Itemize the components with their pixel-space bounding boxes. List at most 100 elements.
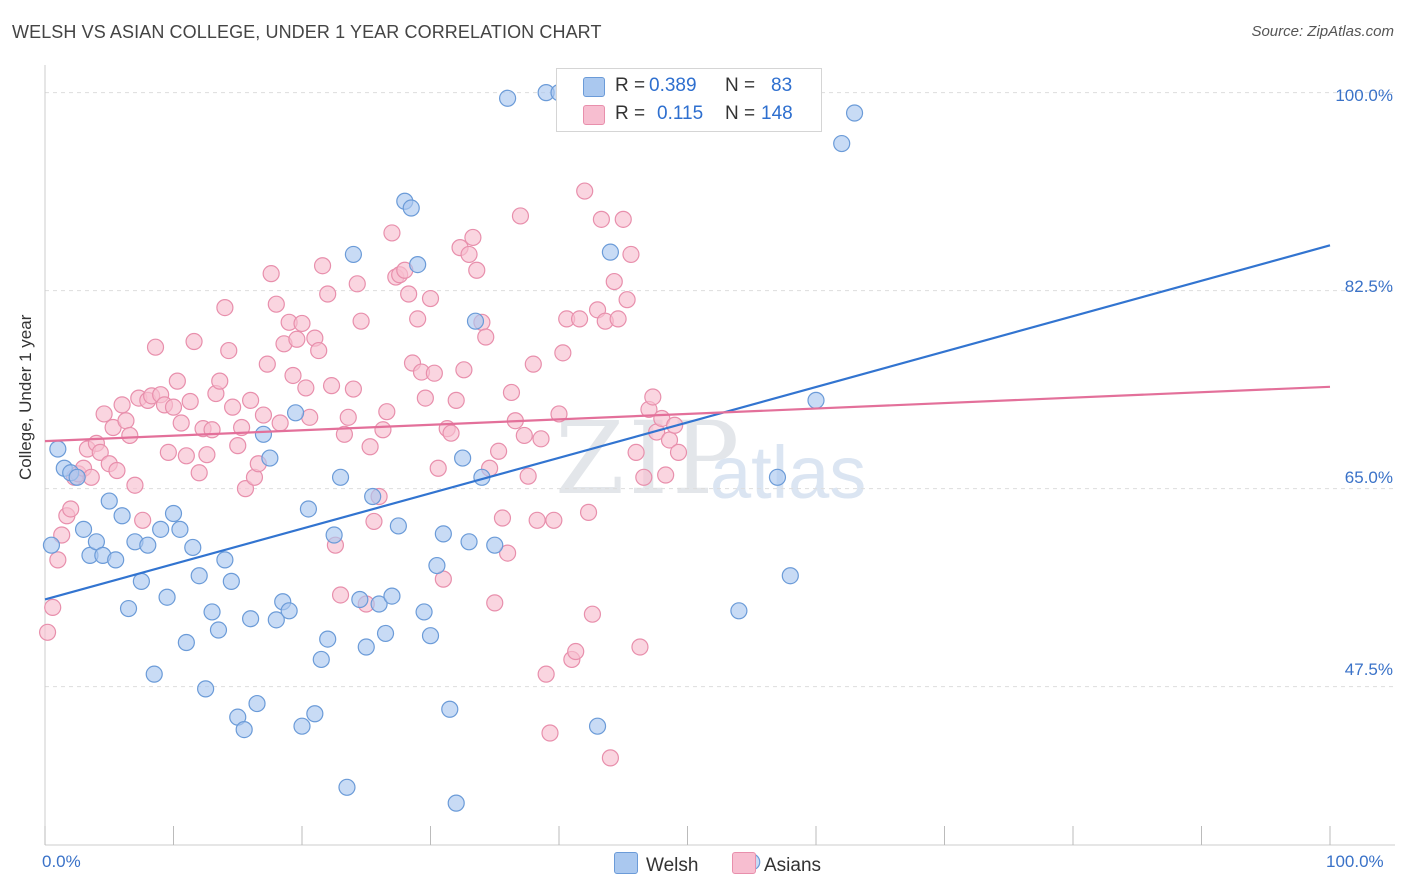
welsh-point-39 (293, 717, 311, 735)
welsh-point-59 (421, 627, 440, 645)
asian-n-value: 148 (761, 103, 793, 124)
welsh-point-18 (158, 588, 176, 606)
welsh-point-47 (344, 245, 362, 264)
welsh-trend-line (44, 244, 1331, 601)
asian-point-40 (211, 372, 229, 390)
asian-point-59 (293, 314, 311, 333)
asian-point-110 (511, 207, 530, 225)
welsh-point-80 (807, 391, 825, 409)
welsh-point-66 (466, 312, 485, 330)
asian-point-51 (258, 355, 276, 373)
asian-point-135 (618, 291, 636, 309)
welsh-point-64 (454, 449, 472, 467)
welsh-n-value: 83 (771, 75, 793, 96)
welsh-point-57 (409, 255, 427, 274)
asian-point-54 (271, 414, 289, 432)
asian-point-61 (301, 408, 319, 426)
asian-point-108 (502, 383, 521, 402)
asian-point-37 (198, 446, 216, 464)
bottom-legend-asians: Asians (732, 852, 821, 877)
welsh-point-0 (42, 536, 61, 554)
asian-point-144 (657, 466, 675, 484)
y-tick-65: 65.0% (1344, 468, 1393, 487)
welsh-point-34 (261, 449, 279, 467)
welsh-point-22 (184, 538, 202, 557)
asian-point-97 (455, 361, 473, 379)
asian-point-91 (429, 459, 447, 477)
welsh-point-51 (370, 595, 388, 613)
asian-point-115 (532, 430, 550, 448)
chart-title: WELSH VS ASIAN COLLEGE, UNDER 1 YEAR COR… (12, 22, 602, 42)
asian-point-114 (528, 511, 546, 529)
welsh-point-81 (833, 134, 851, 153)
asian-point-22 (134, 511, 152, 529)
asian-point-44 (229, 437, 247, 455)
asian-point-107 (499, 544, 517, 562)
welsh-point-26 (209, 621, 228, 639)
asian-point-58 (288, 330, 306, 348)
welsh-point-1 (49, 440, 67, 458)
asian-point-80 (383, 224, 401, 242)
x-tick-100: 100.0% (1326, 852, 1384, 871)
asian-point-90 (425, 364, 443, 382)
x-tick-0: 0.0% (42, 852, 81, 871)
y-axis-label: College, Under 1 year (16, 314, 35, 480)
asian-point-46 (236, 480, 255, 498)
asian-point-12 (91, 443, 109, 462)
asian-point-52 (262, 265, 280, 283)
welsh-point-68 (486, 536, 504, 554)
bottom-legend-welsh: Welsh (614, 852, 698, 877)
asian-point-66 (322, 377, 341, 395)
asian-r-label: R = (615, 103, 646, 124)
welsh-point-40 (299, 500, 318, 518)
axes (44, 65, 1395, 846)
asian-swatch (583, 105, 605, 125)
asian-point-119 (550, 405, 568, 423)
asian-point-84 (400, 285, 418, 303)
welsh-n-label: N = (725, 75, 756, 96)
welsh-point-49 (357, 638, 375, 656)
asian-point-73 (352, 312, 370, 330)
asian-point-118 (545, 511, 563, 529)
asian-legend-label: Asians (764, 855, 822, 876)
welsh-point-42 (312, 650, 330, 669)
asian-n-label: N = (725, 103, 756, 124)
asian-point-16 (108, 461, 126, 480)
asian-point-127 (583, 605, 602, 623)
welsh-point-31 (242, 610, 260, 628)
asian-point-104 (486, 594, 504, 612)
asian-point-60 (297, 379, 315, 397)
asian-point-129 (592, 210, 611, 228)
asian-point-33 (181, 392, 199, 411)
asian-point-124 (570, 310, 589, 328)
welsh-point-21 (177, 633, 195, 652)
asian-point-89 (421, 289, 440, 308)
asian-point-19 (121, 426, 139, 445)
watermark-zip: ZIP (555, 400, 744, 517)
welsh-point-61 (434, 525, 452, 543)
welsh-point-12 (119, 599, 138, 618)
asian-point-38 (203, 421, 221, 439)
asian-point-86 (409, 310, 427, 328)
welsh-point-75 (601, 243, 620, 261)
welsh-point-74 (588, 717, 607, 735)
welsh-point-48 (351, 590, 369, 609)
welsh-point-58 (415, 603, 433, 621)
asian-point-29 (164, 398, 183, 416)
asian-point-28 (159, 443, 177, 462)
grid-lines (45, 92, 1395, 688)
asian-point-72 (348, 275, 366, 293)
welsh-point-44 (325, 526, 343, 544)
asian-point-100 (468, 261, 486, 279)
asian-point-70 (339, 408, 357, 426)
asian-point-2 (49, 551, 67, 569)
asian-point-35 (190, 464, 208, 482)
welsh-legend-label: Welsh (646, 855, 699, 876)
welsh-point-4 (68, 468, 86, 486)
asian-point-147 (669, 443, 688, 462)
asian-point-17 (113, 396, 131, 414)
y-tick-82-5: 82.5% (1344, 277, 1393, 296)
welsh-point-32 (248, 694, 266, 713)
welsh-point-9 (100, 492, 118, 510)
